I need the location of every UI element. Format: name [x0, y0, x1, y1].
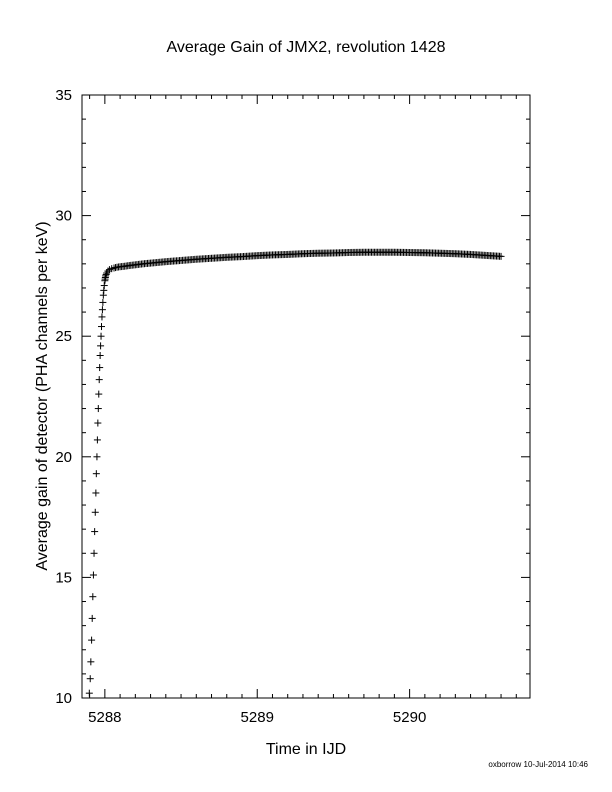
axis-ticks: [82, 94, 530, 699]
data-point: [92, 489, 100, 497]
data-point: [97, 332, 105, 340]
data-point: [96, 364, 104, 372]
y-tick-label: 30: [55, 208, 72, 225]
data-point: [100, 282, 108, 290]
data-point: [99, 298, 107, 306]
y-tick-label: 35: [55, 87, 72, 104]
data-point: [90, 549, 98, 557]
data-point: [91, 528, 99, 536]
data-points: [85, 248, 505, 697]
y-tick-label: 20: [55, 449, 72, 466]
data-point: [97, 342, 105, 350]
y-tick-label: 10: [55, 690, 72, 707]
data-point: [88, 614, 96, 622]
data-point: [98, 306, 106, 314]
y-axis-label: Average gain of detector (PHA channels p…: [34, 221, 51, 570]
data-point: [98, 323, 106, 331]
data-point: [88, 636, 96, 644]
data-point: [95, 390, 103, 398]
data-point: [94, 405, 102, 413]
plot-frame: [81, 94, 531, 699]
data-point: [91, 508, 99, 516]
data-point: [89, 571, 97, 579]
data-point: [96, 351, 104, 359]
y-tick-label: 25: [55, 328, 72, 345]
data-point: [95, 376, 103, 384]
chart-title: Average Gain of JMX2, revolution 1428: [167, 39, 446, 56]
data-point: [87, 658, 95, 666]
x-tick-label: 5289: [241, 709, 274, 726]
tick-labels: 10 15 20 25 30 35 5288 5289 5290: [55, 87, 426, 726]
data-point: [112, 264, 120, 272]
data-point: [93, 453, 101, 461]
data-point: [93, 436, 101, 444]
data-point: [104, 267, 112, 275]
data-point: [94, 419, 102, 427]
data-point: [89, 593, 97, 601]
x-axis-label: Time in IJD: [266, 741, 346, 758]
data-point: [101, 274, 109, 282]
data-point: [496, 252, 504, 260]
x-tick-label: 5288: [88, 709, 121, 726]
footer-stamp: oxborrow 10-Jul-2014 10:46: [488, 760, 588, 769]
x-tick-label: 5290: [393, 709, 426, 726]
data-point: [86, 675, 94, 683]
data-point: [98, 313, 106, 321]
y-tick-label: 15: [55, 569, 72, 586]
data-point: [92, 470, 100, 478]
data-point: [102, 270, 110, 278]
data-point: [85, 689, 93, 697]
